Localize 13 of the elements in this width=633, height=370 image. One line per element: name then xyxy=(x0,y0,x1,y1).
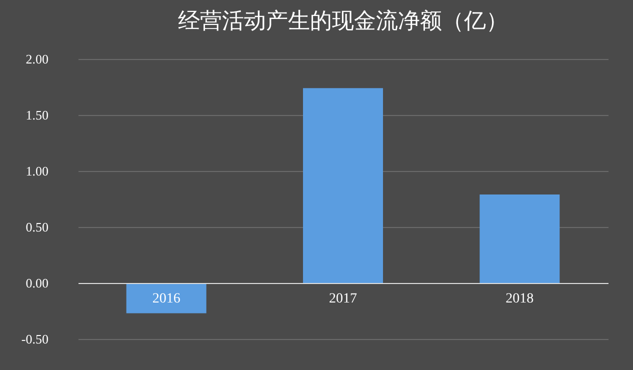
x-tick-label: 2017 xyxy=(329,292,357,306)
y-tick-label: 1.50 xyxy=(26,108,48,122)
y-tick-label: 1.00 xyxy=(26,164,48,178)
x-tick-label: 2018 xyxy=(506,292,534,306)
y-tick-label: -0.50 xyxy=(21,332,48,346)
y-tick-label: 0.00 xyxy=(26,276,48,290)
bar xyxy=(126,283,206,314)
y-tick-label: 2.00 xyxy=(26,52,48,66)
bar xyxy=(480,194,560,283)
bar xyxy=(303,88,383,283)
chart-title: 经营活动产生的现金流净额（亿） xyxy=(178,9,508,34)
y-tick-label: 0.50 xyxy=(26,220,48,234)
x-tick-label: 2016 xyxy=(152,292,180,306)
